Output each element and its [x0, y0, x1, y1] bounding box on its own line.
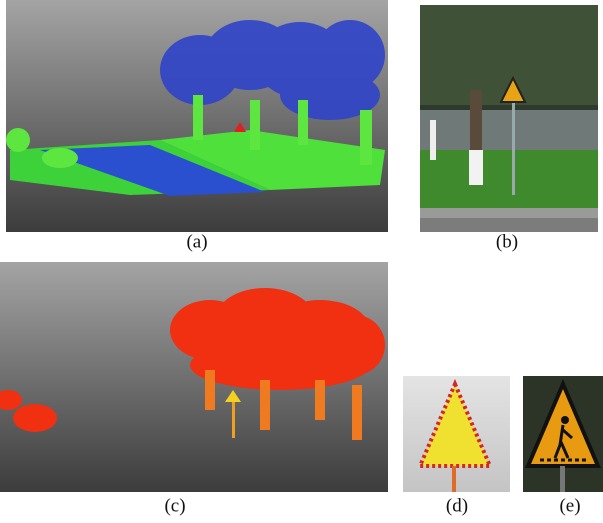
panel-d	[403, 376, 510, 492]
figure: (a) (b) (c) (d)	[0, 0, 603, 523]
panel-e	[523, 376, 603, 492]
caption: (c)	[164, 495, 185, 516]
panel-b	[420, 5, 598, 232]
caption: (e)	[559, 495, 580, 516]
panel-c	[0, 262, 388, 492]
panel-a	[6, 0, 388, 232]
caption: (d)	[446, 495, 468, 516]
caption: (a)	[186, 231, 207, 252]
caption: (b)	[496, 231, 518, 252]
